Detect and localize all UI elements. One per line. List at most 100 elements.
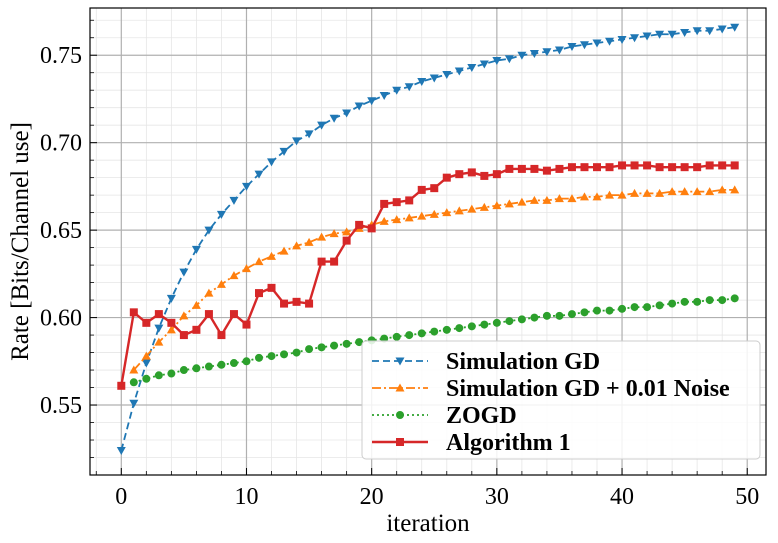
data-point [730, 23, 740, 32]
data-point [191, 300, 201, 309]
data-point [505, 164, 514, 173]
data-point [379, 216, 389, 225]
data-point [305, 299, 314, 308]
data-point [630, 188, 640, 197]
data-point [154, 324, 164, 333]
data-point [367, 224, 376, 233]
data-point [467, 322, 476, 331]
ticks-layer: 0 10 20 30 40 50 0.55 0.60 0.65 0.70 0.75 [40, 19, 759, 510]
data-point [492, 318, 501, 327]
legend-label: Algorithm 1 [446, 430, 571, 456]
data-point [693, 163, 702, 172]
data-point [454, 67, 464, 76]
data-point [692, 187, 702, 196]
data-point [567, 42, 577, 51]
data-point [217, 331, 226, 340]
data-point [154, 310, 163, 319]
legend-swatch-marker [395, 357, 405, 366]
data-point [417, 211, 427, 220]
data-point [141, 351, 151, 360]
data-point [455, 324, 464, 333]
data-point [642, 32, 652, 41]
data-point [455, 170, 464, 179]
data-point [292, 241, 302, 250]
legend-item: Simulation GD [372, 349, 600, 375]
data-point [718, 296, 727, 305]
data-point [479, 60, 489, 69]
data-point [429, 209, 439, 218]
x-tick-label: 0 [115, 484, 127, 510]
data-point [680, 28, 690, 37]
data-point [542, 166, 551, 175]
data-point [555, 311, 564, 320]
data-point [517, 164, 526, 173]
data-point [317, 257, 326, 266]
data-point [555, 164, 564, 173]
data-point [442, 70, 452, 79]
data-point [179, 311, 189, 320]
data-point [605, 190, 615, 199]
data-point [141, 359, 151, 368]
legend-label: Simulation GD + 0.01 Noise [446, 376, 730, 402]
data-point [217, 360, 226, 369]
data-point [229, 359, 238, 368]
y-tick-label: 0.60 [40, 306, 82, 332]
legend-label: Simulation GD [446, 349, 600, 375]
data-point [292, 137, 302, 146]
legend-box [361, 340, 761, 460]
data-point [292, 348, 301, 357]
data-point [668, 163, 677, 172]
y-tick-label: 0.75 [40, 43, 82, 69]
data-point [267, 283, 276, 292]
x-tick-label: 40 [610, 484, 634, 510]
data-point [480, 171, 489, 180]
series-layer [116, 23, 740, 456]
legend-item: Simulation GD + 0.01 Noise [372, 376, 730, 402]
data-point [630, 161, 639, 170]
data-point [392, 332, 401, 341]
data-point [567, 194, 577, 203]
data-point [630, 303, 639, 312]
data-point [192, 364, 201, 373]
data-point [705, 296, 714, 305]
data-point [355, 338, 364, 347]
data-point [593, 163, 601, 172]
data-point [592, 192, 602, 201]
data-point [643, 303, 652, 312]
data-point [730, 161, 739, 170]
x-axis-label: iteration [386, 510, 470, 537]
data-point [405, 196, 414, 205]
data-point [379, 91, 389, 100]
data-point [167, 369, 176, 378]
data-point [617, 35, 627, 44]
data-point [404, 213, 414, 222]
data-point [241, 182, 251, 191]
data-point [142, 374, 151, 383]
x-tick-label: 20 [360, 484, 384, 510]
data-point [254, 257, 264, 266]
data-point [191, 245, 201, 254]
data-point [342, 236, 351, 245]
data-point [667, 30, 677, 39]
data-point [204, 310, 213, 319]
data-point [179, 331, 188, 340]
data-point [505, 317, 514, 326]
data-point [204, 288, 214, 297]
data-point [567, 310, 576, 319]
data-point [467, 204, 477, 213]
data-point [580, 163, 589, 172]
data-point [166, 325, 176, 334]
data-point [417, 77, 427, 86]
legend-label: ZOGD [446, 403, 517, 429]
data-point [680, 187, 690, 196]
data-point [179, 366, 188, 375]
data-point [142, 318, 151, 327]
data-point [166, 294, 176, 303]
data-point [593, 306, 601, 315]
data-point [717, 185, 727, 194]
data-point [442, 173, 451, 182]
x-tick-label: 30 [485, 484, 509, 510]
data-point [242, 320, 251, 329]
data-point [229, 310, 238, 319]
data-point [693, 297, 702, 306]
